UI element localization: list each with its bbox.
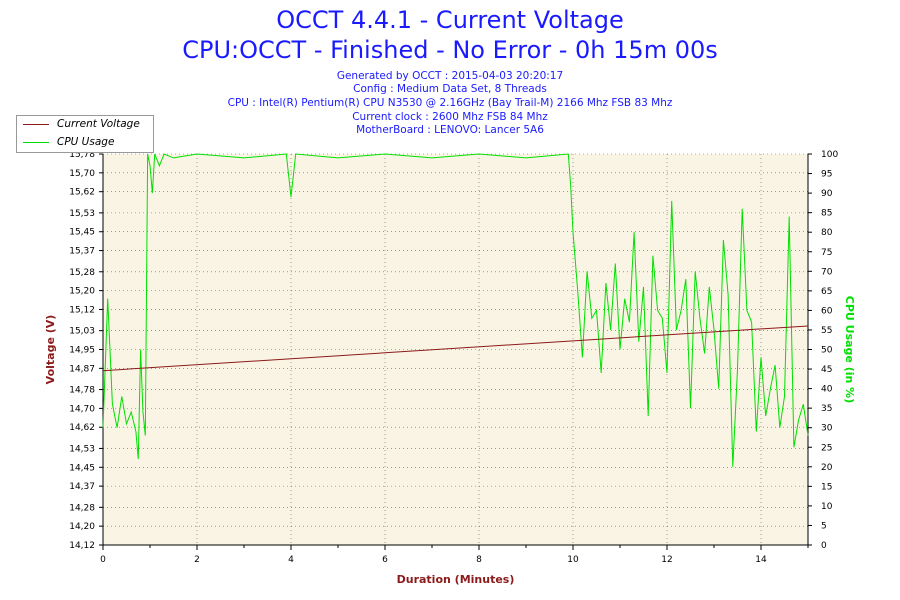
chart-legend: Current Voltage CPU Usage — [16, 115, 154, 153]
y2-tick-label: 60 — [821, 306, 833, 316]
y-tick-label: 15,37 — [69, 247, 95, 257]
y2-tick-label: 0 — [821, 541, 827, 551]
y-tick-label: 14,28 — [69, 503, 95, 513]
x-tick-label: 6 — [382, 555, 388, 565]
x-tick-label: 12 — [661, 555, 672, 565]
chart-title-line2: CPU:OCCT - Finished - No Error - 0h 15m … — [182, 36, 718, 64]
y-tick-label: 14,12 — [69, 541, 95, 551]
y2-tick-label: 100 — [821, 150, 838, 160]
info-clock: Current clock : 2600 Mhz FSB 84 Mhz — [352, 111, 548, 123]
y2-tick-label: 30 — [821, 424, 833, 434]
y-tick-label: 14,53 — [69, 444, 95, 454]
y2-tick-label: 90 — [821, 189, 833, 199]
x-axis-title: Duration (Minutes) — [397, 573, 515, 586]
y-tick-label: 14,78 — [69, 386, 95, 396]
legend-swatch-voltage — [23, 123, 49, 125]
y2-tick-label: 35 — [821, 404, 832, 414]
y-tick-label: 15,03 — [69, 327, 95, 337]
y2-tick-label: 55 — [821, 326, 832, 336]
y-tick-label: 15,28 — [69, 268, 95, 278]
y2-tick-label: 80 — [821, 228, 833, 238]
y2-tick-label: 50 — [821, 346, 833, 356]
y2-tick-label: 25 — [821, 443, 832, 453]
legend-label-voltage: Current Voltage — [57, 118, 140, 130]
y-tick-label: 14,62 — [69, 423, 95, 433]
y-tick-label: 14,45 — [69, 463, 95, 473]
y2-tick-label: 40 — [821, 385, 833, 395]
y-tick-label: 14,20 — [69, 522, 95, 532]
y-tick-label: 15,20 — [69, 287, 95, 297]
legend-swatch-cpu — [23, 141, 49, 143]
y2-tick-label: 75 — [821, 248, 832, 258]
legend-item-cpu: CPU Usage — [23, 135, 114, 149]
x-tick-label: 8 — [476, 555, 482, 565]
y2-tick-label: 95 — [821, 170, 832, 180]
y-tick-label: 14,95 — [69, 346, 95, 356]
y-tick-label: 15,45 — [69, 228, 95, 238]
x-tick-label: 10 — [567, 555, 579, 565]
y2-axis-title: CPU Usage (in %) — [843, 296, 856, 403]
series-current-voltage-line — [102, 325, 809, 372]
y2-tick-label: 20 — [821, 463, 833, 473]
y-tick-label: 14,70 — [69, 404, 95, 414]
y2-tick-label: 65 — [821, 287, 832, 297]
x-tick-label: 14 — [755, 555, 767, 565]
y2-tick-label: 15 — [821, 482, 832, 492]
info-motherboard: MotherBoard : LENOVO: Lancer 5A6 — [356, 124, 544, 136]
x-tick-label: 2 — [194, 555, 200, 565]
x-tick-label: 0 — [100, 555, 106, 565]
y2-tick-label: 85 — [821, 209, 832, 219]
y-tick-label: 14,87 — [69, 364, 95, 374]
y2-tick-label: 70 — [821, 267, 833, 277]
y-tick-label: 15,78 — [69, 150, 95, 160]
y2-tick-label: 10 — [821, 502, 833, 512]
legend-label-cpu: CPU Usage — [57, 136, 115, 148]
x-tick-label: 4 — [288, 555, 294, 565]
y2-tick-label: 45 — [821, 365, 832, 375]
y-tick-label: 15,53 — [69, 209, 95, 219]
info-generated: Generated by OCCT : 2015-04-03 20:20:17 — [336, 70, 564, 82]
y-tick-label: 15,62 — [69, 188, 95, 198]
y2-tick-label: 5 — [821, 521, 827, 531]
y-tick-label: 15,70 — [69, 169, 95, 179]
y-tick-label: 15,12 — [69, 305, 95, 315]
legend-item-voltage: Current Voltage — [23, 117, 140, 131]
info-cpu: CPU : Intel(R) Pentium(R) CPU N3530 @ 2.… — [227, 97, 673, 109]
y-tick-label: 14,37 — [69, 482, 95, 492]
chart-title-line1: OCCT 4.4.1 - Current Voltage — [276, 6, 624, 34]
info-config: Config : Medium Data Set, 8 Threads — [353, 83, 547, 95]
series-cpu-usage-line — [102, 153, 809, 467]
y-axis-title: Voltage (V) — [44, 315, 57, 385]
